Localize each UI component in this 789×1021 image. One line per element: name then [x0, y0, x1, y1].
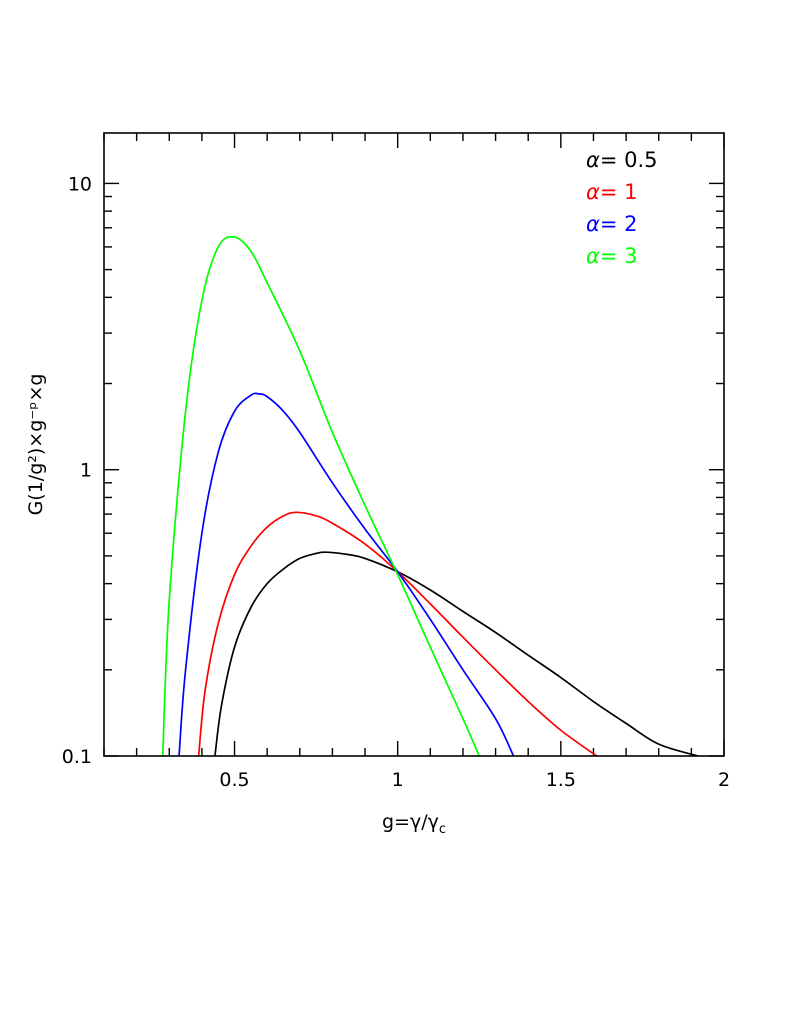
major-ticks	[104, 133, 725, 757]
series-line-2	[178, 392, 515, 756]
series-line-0.5	[214, 551, 699, 756]
x-tick-label: 0.5	[219, 769, 249, 791]
x-axis-label-main: g=γ/γ	[382, 811, 439, 833]
x-axis-label-sub: c	[439, 822, 446, 837]
series-line-3	[161, 235, 481, 756]
legend-prefix: α=	[586, 244, 624, 268]
legend-value: 0.5	[624, 148, 657, 172]
legend-value: 1	[624, 180, 637, 204]
legend: α= 0.5α= 1α= 2α= 3	[586, 148, 658, 268]
y-tick-labels: 0.1 1 10	[62, 173, 92, 768]
x-tick-labels: 0.5 1 1.5 2	[219, 769, 730, 791]
x-tick-label: 1	[392, 769, 404, 791]
legend-value: 2	[624, 212, 637, 236]
x-tick-label: 2	[718, 769, 730, 791]
legend-entry-3: α= 3	[586, 244, 638, 268]
plot-frame	[103, 132, 725, 757]
series-line-1	[197, 511, 598, 756]
legend-prefix: α=	[586, 212, 624, 236]
legend-value: 3	[624, 244, 637, 268]
legend-entry-1: α= 1	[586, 180, 638, 204]
legend-entry-2: α= 2	[586, 212, 638, 236]
y-tick-label: 0.1	[62, 746, 92, 768]
x-tick-label: 1.5	[546, 769, 576, 791]
legend-prefix: α=	[586, 180, 624, 204]
series-layer	[161, 235, 699, 756]
y-tick-label: 10	[68, 173, 92, 195]
minor-ticks	[103, 133, 724, 756]
x-axis-label: g=γ/γc	[382, 811, 446, 837]
y-tick-label: 1	[80, 460, 92, 482]
legend-prefix: α=	[586, 148, 624, 172]
legend-entry-0.5: α= 0.5	[586, 148, 658, 172]
y-axis-label: G(1/g²)×g⁻ᵖ×g	[25, 374, 47, 516]
